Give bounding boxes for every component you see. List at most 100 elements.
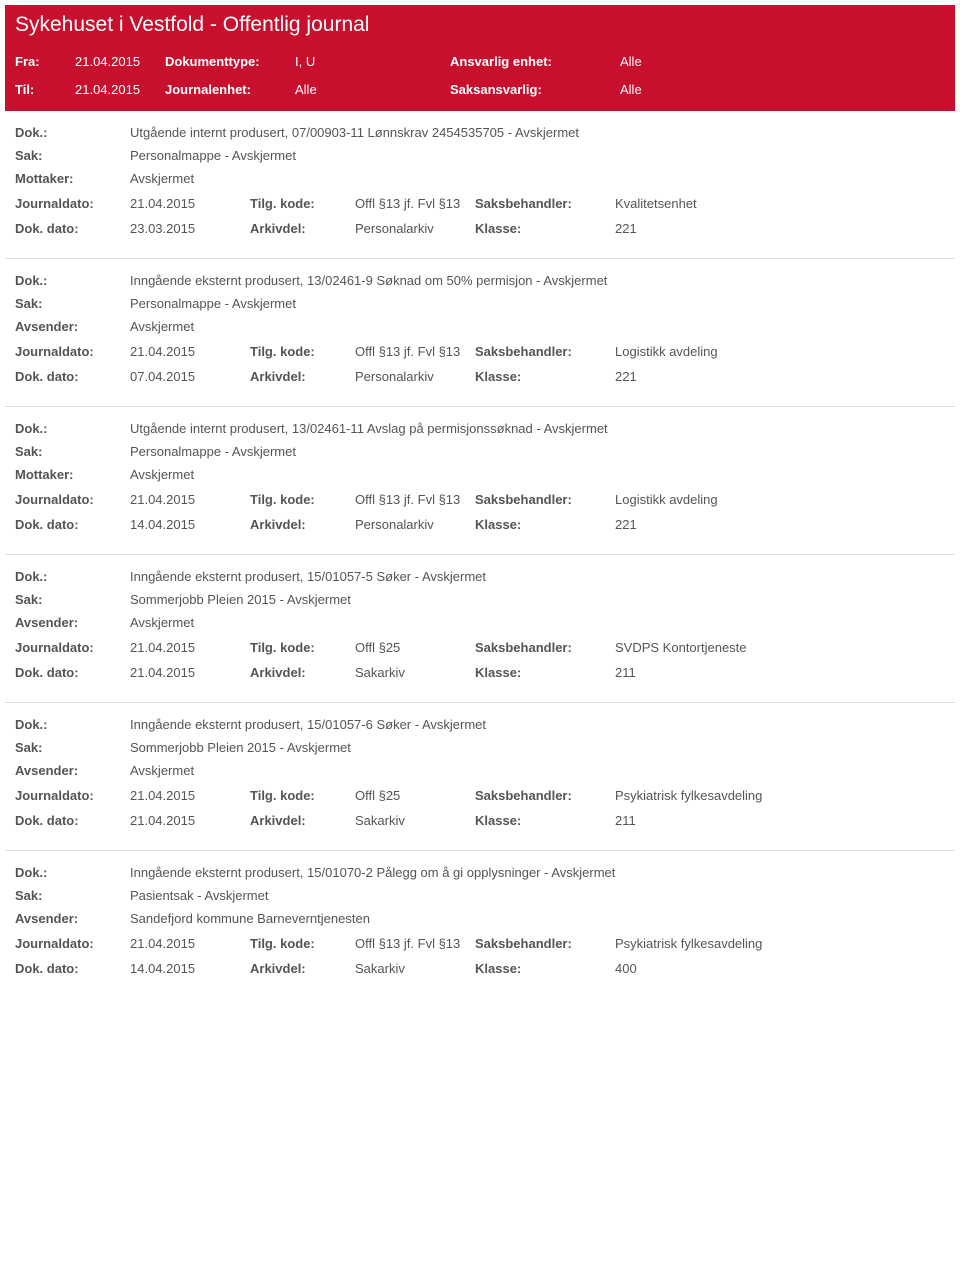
saksbehandler-value: SVDPS Kontortjeneste <box>615 640 945 655</box>
saksbehandler-label: Saksbehandler: <box>475 344 615 359</box>
sak-label: Sak: <box>15 592 130 607</box>
arkivdel-value: Personalarkiv <box>355 221 475 236</box>
til-label: Til: <box>15 82 75 97</box>
journaldato-label: Journaldato: <box>15 788 130 803</box>
dokdato-label: Dok. dato: <box>15 665 130 680</box>
tilgkode-value: Offl §13 jf. Fvl §13 <box>355 492 475 507</box>
dokdato-value: 14.04.2015 <box>130 517 250 532</box>
saksbehandler-label: Saksbehandler: <box>475 492 615 507</box>
journalenhet-label: Journalenhet: <box>165 82 295 97</box>
arkivdel-value: Personalarkiv <box>355 369 475 384</box>
dokdato-value: 21.04.2015 <box>130 813 250 828</box>
dokdato-label: Dok. dato: <box>15 961 130 976</box>
dok-value: Inngående eksternt produsert, 13/02461-9… <box>130 273 945 288</box>
party-value: Avskjermet <box>130 171 945 186</box>
tilgkode-value: Offl §25 <box>355 640 475 655</box>
party-label: Mottaker: <box>15 467 130 482</box>
journal-entry: Dok.: Utgående internt produsert, 07/009… <box>5 111 955 259</box>
entries-list: Dok.: Utgående internt produsert, 07/009… <box>0 111 960 998</box>
party-label: Avsender: <box>15 615 130 630</box>
saksbehandler-value: Psykiatrisk fylkesavdeling <box>615 788 945 803</box>
dokumenttype-label: Dokumenttype: <box>165 54 295 69</box>
party-label: Avsender: <box>15 763 130 778</box>
saksbehandler-label: Saksbehandler: <box>475 196 615 211</box>
dok-label: Dok.: <box>15 569 130 584</box>
party-value: Avskjermet <box>130 467 945 482</box>
tilgkode-value: Offl §13 jf. Fvl §13 <box>355 344 475 359</box>
dok-value: Inngående eksternt produsert, 15/01057-6… <box>130 717 945 732</box>
journal-entry: Dok.: Inngående eksternt produsert, 15/0… <box>5 555 955 703</box>
sak-value: Personalmappe - Avskjermet <box>130 148 945 163</box>
journaldato-value: 21.04.2015 <box>130 640 250 655</box>
journal-entry: Dok.: Inngående eksternt produsert, 15/0… <box>5 703 955 851</box>
journaldato-label: Journaldato: <box>15 492 130 507</box>
arkivdel-label: Arkivdel: <box>250 517 355 532</box>
dok-label: Dok.: <box>15 865 130 880</box>
dokdato-value: 07.04.2015 <box>130 369 250 384</box>
arkivdel-label: Arkivdel: <box>250 665 355 680</box>
klasse-value: 211 <box>615 813 945 828</box>
saksbehandler-value: Psykiatrisk fylkesavdeling <box>615 936 945 951</box>
dok-label: Dok.: <box>15 717 130 732</box>
tilgkode-label: Tilg. kode: <box>250 936 355 951</box>
saksbehandler-label: Saksbehandler: <box>475 640 615 655</box>
dokdato-label: Dok. dato: <box>15 221 130 236</box>
saksansvarlig-label: Saksansvarlig: <box>450 82 620 97</box>
klasse-label: Klasse: <box>475 813 615 828</box>
arkivdel-value: Sakarkiv <box>355 961 475 976</box>
sak-value: Personalmappe - Avskjermet <box>130 296 945 311</box>
journal-entry: Dok.: Inngående eksternt produsert, 15/0… <box>5 851 955 998</box>
arkivdel-label: Arkivdel: <box>250 369 355 384</box>
dok-label: Dok.: <box>15 125 130 140</box>
tilgkode-label: Tilg. kode: <box>250 640 355 655</box>
tilgkode-label: Tilg. kode: <box>250 196 355 211</box>
klasse-label: Klasse: <box>475 369 615 384</box>
party-value: Sandefjord kommune Barneverntjenesten <box>130 911 945 926</box>
dokdato-value: 21.04.2015 <box>130 665 250 680</box>
journal-entry: Dok.: Inngående eksternt produsert, 13/0… <box>5 259 955 407</box>
journaldato-label: Journaldato: <box>15 936 130 951</box>
fra-label: Fra: <box>15 54 75 69</box>
tilgkode-value: Offl §25 <box>355 788 475 803</box>
arkivdel-label: Arkivdel: <box>250 961 355 976</box>
saksansvarlig-value: Alle <box>620 82 945 97</box>
sak-value: Sommerjobb Pleien 2015 - Avskjermet <box>130 740 945 755</box>
dokdato-value: 23.03.2015 <box>130 221 250 236</box>
sak-label: Sak: <box>15 296 130 311</box>
sak-label: Sak: <box>15 888 130 903</box>
journaldato-label: Journaldato: <box>15 196 130 211</box>
journaldato-label: Journaldato: <box>15 344 130 359</box>
party-value: Avskjermet <box>130 319 945 334</box>
klasse-value: 211 <box>615 665 945 680</box>
journaldato-value: 21.04.2015 <box>130 788 250 803</box>
klasse-value: 221 <box>615 517 945 532</box>
ansvarlig-label: Ansvarlig enhet: <box>450 54 620 69</box>
arkivdel-value: Personalarkiv <box>355 517 475 532</box>
header-row-1: Fra: 21.04.2015 Dokumenttype: I, U Ansva… <box>15 47 945 75</box>
sak-label: Sak: <box>15 148 130 163</box>
saksbehandler-value: Logistikk avdeling <box>615 492 945 507</box>
journal-entry: Dok.: Utgående internt produsert, 13/024… <box>5 407 955 555</box>
tilgkode-value: Offl §13 jf. Fvl §13 <box>355 196 475 211</box>
arkivdel-value: Sakarkiv <box>355 813 475 828</box>
page-header: Sykehuset i Vestfold - Offentlig journal… <box>5 5 955 111</box>
sak-value: Pasientsak - Avskjermet <box>130 888 945 903</box>
saksbehandler-label: Saksbehandler: <box>475 788 615 803</box>
tilgkode-label: Tilg. kode: <box>250 788 355 803</box>
tilgkode-label: Tilg. kode: <box>250 344 355 359</box>
til-value: 21.04.2015 <box>75 82 165 97</box>
arkivdel-label: Arkivdel: <box>250 221 355 236</box>
ansvarlig-value: Alle <box>620 54 945 69</box>
arkivdel-value: Sakarkiv <box>355 665 475 680</box>
sak-value: Personalmappe - Avskjermet <box>130 444 945 459</box>
saksbehandler-value: Logistikk avdeling <box>615 344 945 359</box>
sak-label: Sak: <box>15 444 130 459</box>
journalenhet-value: Alle <box>295 82 450 97</box>
party-value: Avskjermet <box>130 615 945 630</box>
header-row-2: Til: 21.04.2015 Journalenhet: Alle Saksa… <box>15 75 945 103</box>
sak-label: Sak: <box>15 740 130 755</box>
journaldato-value: 21.04.2015 <box>130 936 250 951</box>
sak-value: Sommerjobb Pleien 2015 - Avskjermet <box>130 592 945 607</box>
klasse-label: Klasse: <box>475 221 615 236</box>
dokdato-label: Dok. dato: <box>15 517 130 532</box>
